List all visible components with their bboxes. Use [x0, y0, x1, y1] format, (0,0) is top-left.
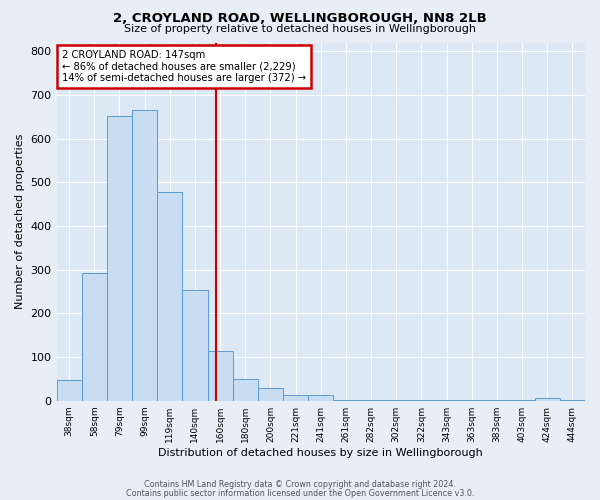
Text: 2 CROYLAND ROAD: 147sqm
← 86% of detached houses are smaller (2,229)
14% of semi: 2 CROYLAND ROAD: 147sqm ← 86% of detache… [62, 50, 306, 83]
Bar [308, 395, 334, 400]
Bar [107, 116, 132, 401]
Bar [258, 388, 283, 400]
Bar [535, 398, 560, 400]
Bar [82, 272, 107, 400]
Text: 2, CROYLAND ROAD, WELLINGBOROUGH, NN8 2LB: 2, CROYLAND ROAD, WELLINGBOROUGH, NN8 2L… [113, 12, 487, 26]
Bar [132, 110, 157, 401]
Text: Size of property relative to detached houses in Wellingborough: Size of property relative to detached ho… [124, 24, 476, 34]
Bar [182, 290, 208, 401]
Bar [283, 394, 308, 400]
Bar [157, 192, 182, 400]
Bar [56, 380, 82, 400]
X-axis label: Distribution of detached houses by size in Wellingborough: Distribution of detached houses by size … [158, 448, 483, 458]
Text: Contains HM Land Registry data © Crown copyright and database right 2024.: Contains HM Land Registry data © Crown c… [144, 480, 456, 489]
Y-axis label: Number of detached properties: Number of detached properties [15, 134, 25, 310]
Text: Contains public sector information licensed under the Open Government Licence v3: Contains public sector information licen… [126, 488, 474, 498]
Bar [233, 380, 258, 400]
Bar [208, 352, 233, 401]
